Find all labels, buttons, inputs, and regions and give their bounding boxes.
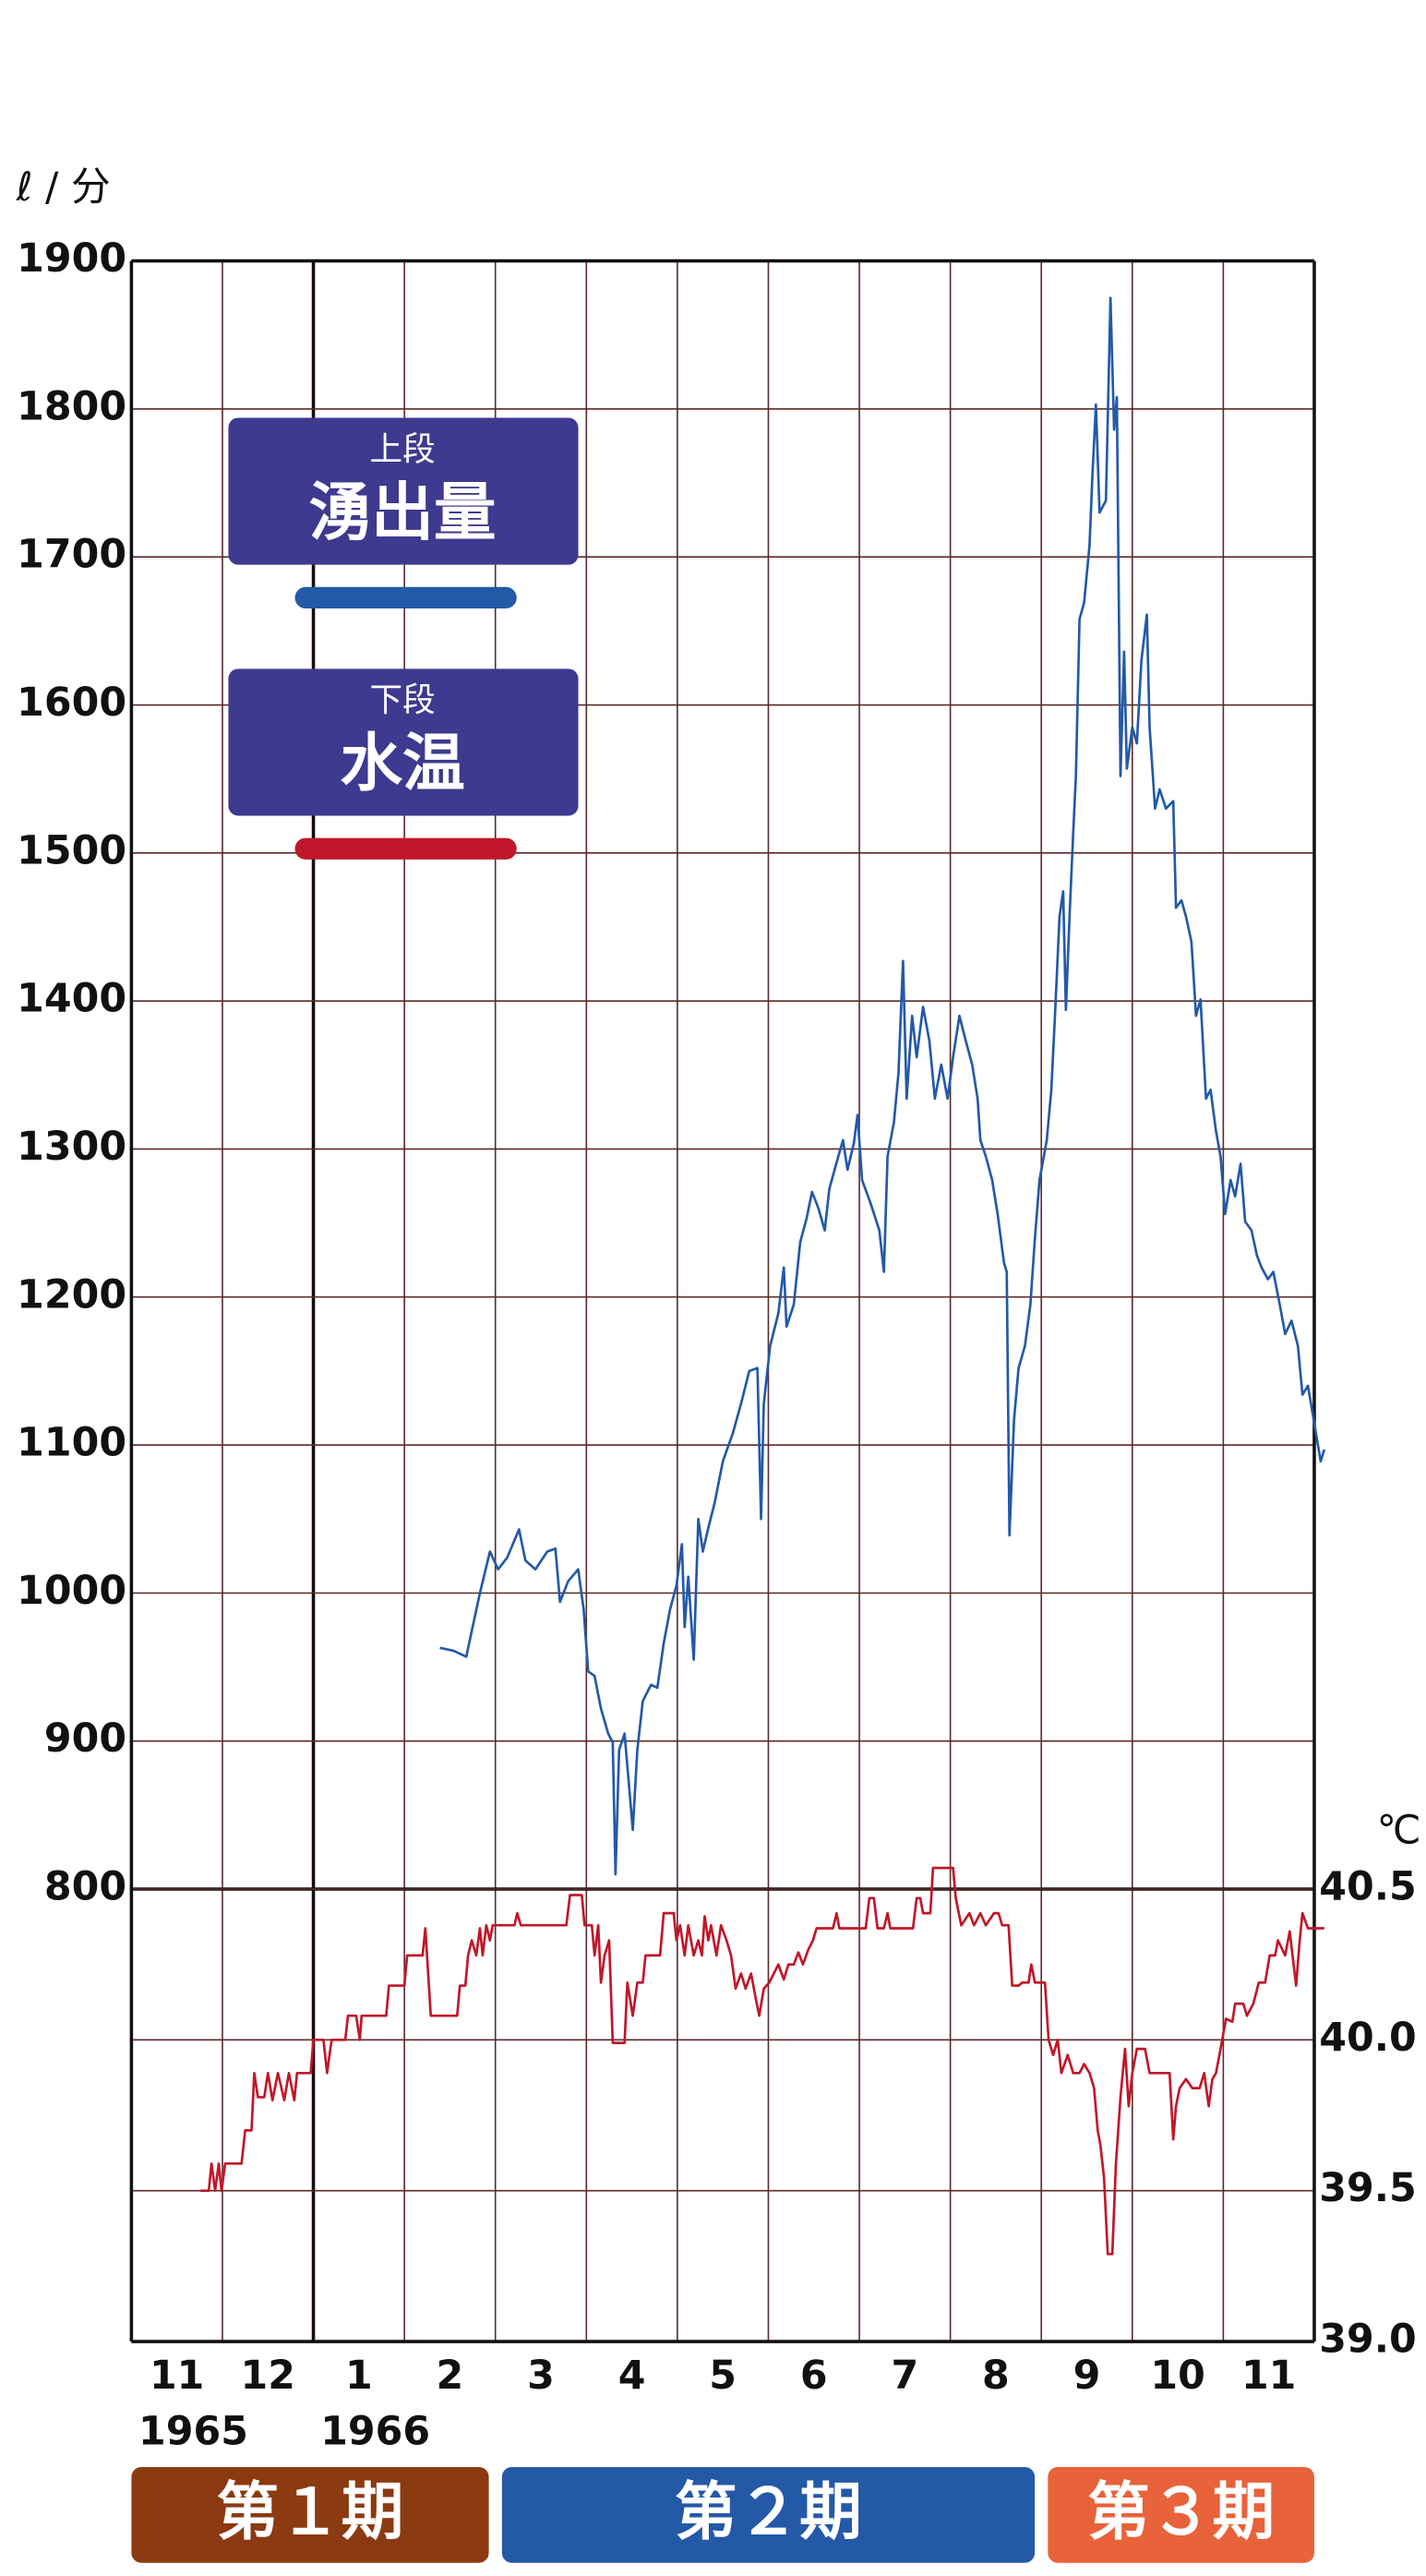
- period-label: 第３期: [1087, 2475, 1275, 2548]
- legend-caption: 下段: [369, 681, 435, 719]
- x-tick-label: 2: [437, 2353, 464, 2399]
- x-tick-label: 12: [241, 2353, 295, 2399]
- legend-label: 湧出量: [309, 475, 497, 548]
- period-bar: [131, 2466, 489, 2563]
- period-label: 第２期: [675, 2475, 862, 2548]
- y-tick-label: 1500: [17, 827, 126, 873]
- x-tick-label: 4: [618, 2353, 646, 2399]
- legend-box: [228, 668, 579, 816]
- legend-box: [228, 417, 579, 565]
- x-tick-label: 6: [800, 2353, 828, 2399]
- y-tick-label: 1300: [17, 1124, 126, 1170]
- y-tick-label: 1800: [17, 383, 126, 429]
- y-tick-label: 1700: [17, 532, 126, 578]
- y2-tick-label: 39.5: [1319, 2165, 1416, 2211]
- x-tick-label: 3: [527, 2353, 555, 2399]
- y2-tick-label: 39.0: [1319, 2316, 1416, 2362]
- y-tick-label: 1000: [17, 1568, 126, 1614]
- period-bar: [501, 2466, 1036, 2563]
- x-tick-label: 9: [1073, 2353, 1101, 2399]
- period-bar: [1048, 2466, 1314, 2563]
- x-tick-label: 10: [1150, 2353, 1204, 2399]
- x-tick-label: 11: [1241, 2353, 1296, 2399]
- year-label: 1965: [138, 2409, 248, 2455]
- x-tick-label: 5: [709, 2353, 737, 2399]
- x-tick-label: 7: [891, 2353, 918, 2399]
- year-label: 1966: [320, 2409, 430, 2455]
- x-tick-label: 8: [982, 2353, 1010, 2399]
- x-tick-label: 11: [150, 2353, 204, 2399]
- y2-tick-label: 40.0: [1319, 2015, 1416, 2061]
- y-tick-label: 800: [44, 1863, 126, 1909]
- period-label: 第１期: [217, 2475, 404, 2548]
- legend-label: 水温: [340, 727, 464, 800]
- legend-caption: 上段: [369, 430, 435, 468]
- series-line: [439, 296, 1326, 1876]
- y-tick-label: 1900: [17, 235, 126, 282]
- y2-axis-label: ℃: [1377, 1808, 1421, 1854]
- y-tick-label: 1200: [17, 1271, 126, 1318]
- y-tick-label: 1600: [17, 680, 126, 726]
- series-line: [200, 1866, 1324, 2256]
- y-axis-label: ℓ / 分: [16, 164, 111, 211]
- x-tick-label: 1: [345, 2353, 373, 2399]
- y-tick-label: 1100: [17, 1420, 126, 1466]
- y-tick-label: 900: [44, 1715, 126, 1762]
- y-tick-label: 1400: [17, 976, 126, 1022]
- y2-tick-label: 40.5: [1319, 1863, 1416, 1909]
